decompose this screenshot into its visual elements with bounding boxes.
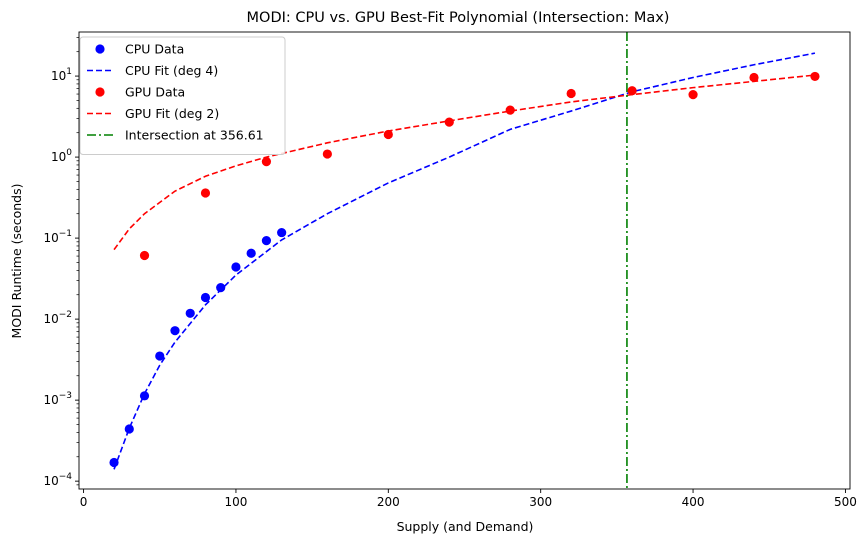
chart-title: MODI: CPU vs. GPU Best-Fit Polynomial (I… <box>247 10 670 26</box>
legend-label: CPU Fit (deg 4) <box>125 63 218 78</box>
x-tick-label: 200 <box>377 495 400 509</box>
data-point-0-5 <box>185 308 195 318</box>
data-point-0-8 <box>231 262 241 272</box>
data-point-0-2 <box>139 391 150 401</box>
data-point-2-9 <box>688 90 698 100</box>
data-point-2-1 <box>200 188 211 198</box>
y-tick-label: 10−2 <box>43 310 72 326</box>
x-tick-label: 0 <box>80 495 88 509</box>
data-point-0-10 <box>261 236 272 246</box>
y-tick-label: 101 <box>51 67 72 83</box>
x-tick-label: 300 <box>529 495 552 509</box>
data-point-0-9 <box>246 248 256 258</box>
plot-frame <box>78 31 851 490</box>
legend-item: GPU Fit (deg 2) <box>87 106 219 121</box>
x-axis-label: Supply (and Demand) <box>397 519 534 534</box>
legend-item: GPU Data <box>95 85 185 100</box>
data-point-0-0 <box>109 457 119 468</box>
legend-item: CPU Fit (deg 4) <box>87 63 218 78</box>
data-point-0-6 <box>200 292 211 303</box>
x-tick-label: 500 <box>834 495 857 509</box>
legend-label: GPU Fit (deg 2) <box>125 106 219 121</box>
y-tick-label: 10−4 <box>43 472 72 488</box>
data-point-0-7 <box>216 282 226 293</box>
legend-box <box>79 36 286 155</box>
legend-item: Intersection at 356.61 <box>87 128 264 143</box>
data-point-2-11 <box>810 71 820 82</box>
y-axis: 10−4 10−3 10−2 10−1 100 101 <box>43 37 79 488</box>
data-point-0-3 <box>155 351 165 361</box>
data-point-2-5 <box>444 117 454 127</box>
data-point-2-7 <box>566 88 576 99</box>
legend-label: Intersection at 356.61 <box>125 128 264 143</box>
data-point-2-10 <box>749 72 759 83</box>
y-tick-label: 100 <box>51 148 72 164</box>
y-tick-label: 10−3 <box>43 391 72 407</box>
legend-item: CPU Data <box>95 42 184 57</box>
data-point-2-6 <box>505 105 515 115</box>
legend-marker <box>95 87 105 97</box>
x-tick-label: 100 <box>224 495 247 509</box>
data-point-2-3 <box>322 149 332 159</box>
y-tick-label: 10−1 <box>43 229 72 245</box>
series-line-1 <box>113 52 816 470</box>
data-point-0-4 <box>170 326 180 336</box>
legend-label: CPU Data <box>125 42 184 57</box>
x-tick-label: 400 <box>682 495 705 509</box>
data-point-0-11 <box>277 227 287 238</box>
legend-marker <box>95 44 105 54</box>
data-point-0-1 <box>124 424 134 434</box>
data-point-2-0 <box>139 250 150 261</box>
data-point-2-2 <box>261 156 272 167</box>
legend: CPU Data CPU Fit (deg 4) GPU Data GPU Fit (… <box>79 36 286 155</box>
y-axis-label: MODI Runtime (seconds) <box>9 184 24 339</box>
data-point-2-4 <box>383 129 393 140</box>
data-point-2-8 <box>627 86 637 96</box>
x-axis: 0 100 200 300 400 500 <box>80 489 857 509</box>
legend-label: GPU Data <box>125 85 185 100</box>
series-line-3 <box>113 74 816 251</box>
